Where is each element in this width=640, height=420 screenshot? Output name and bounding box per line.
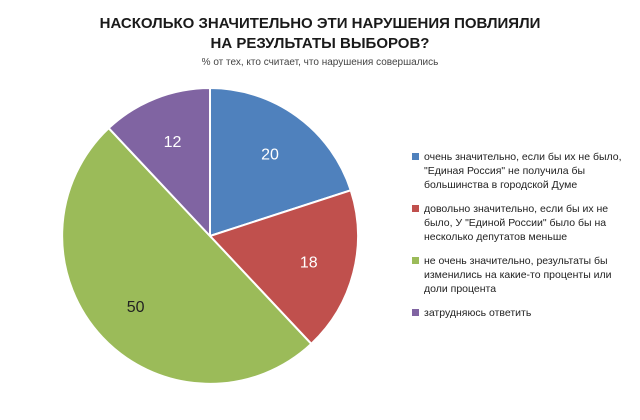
legend: очень значительно, если бы их не было, "… [412, 150, 627, 330]
legend-label: довольно значительно, если бы их не было… [424, 203, 609, 243]
pie-slice [209, 86, 353, 238]
pie-slice [107, 86, 211, 239]
slice-value-label: 18 [300, 254, 318, 271]
pie-slice [61, 126, 313, 385]
legend-item: затрудняюсь ответить [412, 306, 627, 320]
legend-label: не очень значительно, результаты бы изме… [424, 255, 612, 295]
legend-label: очень значительно, если бы их не было, "… [424, 151, 622, 191]
slice-value-label: 50 [127, 299, 145, 316]
legend-item: не очень значительно, результаты бы изме… [412, 254, 627, 296]
legend-swatch [412, 257, 419, 264]
slice-value-label: 20 [261, 147, 279, 164]
chart-title-line-2: НА РЕЗУЛЬТАТЫ ВЫБОРОВ? [210, 35, 430, 52]
legend-swatch [412, 153, 419, 160]
legend-item: очень значительно, если бы их не было, "… [412, 150, 627, 192]
legend-item: довольно значительно, если бы их не было… [412, 202, 627, 244]
legend-swatch [412, 205, 419, 212]
chart-title-line-1: НАСКОЛЬКО ЗНАЧИТЕЛЬНО ЭТИ НАРУШЕНИЯ ПОВЛ… [99, 15, 541, 32]
chart-subtitle: % от тех, кто считает, что нарушения сов… [201, 57, 439, 68]
chart-title: НАСКОЛЬКО ЗНАЧИТЕЛЬНО ЭТИ НАРУШЕНИЯ ПОВЛ… [0, 14, 640, 54]
legend-label: затрудняюсь ответить [424, 307, 532, 319]
slice-value-label: 12 [164, 134, 182, 151]
pie-slice [208, 189, 359, 346]
legend-swatch [412, 309, 419, 316]
